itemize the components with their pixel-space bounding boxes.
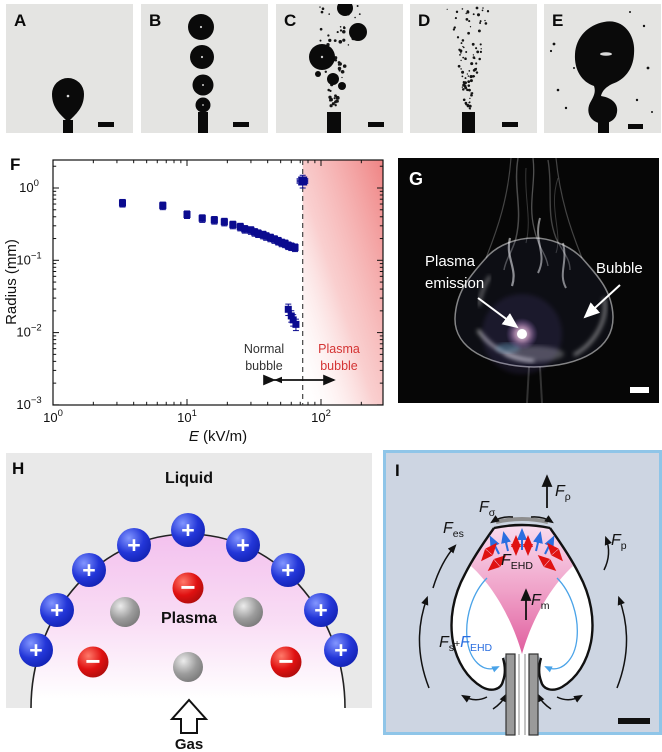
svg-text:101: 101 (177, 408, 197, 425)
y-axis-label: Radius (mm) (3, 239, 20, 325)
nozzle (327, 112, 341, 133)
nozzle (63, 120, 73, 133)
panel-label: E (552, 11, 563, 30)
bubble-on-nozzle (52, 78, 84, 122)
svg-text:+: + (236, 532, 249, 558)
svg-text:+: + (334, 637, 347, 663)
svg-text:100: 100 (19, 178, 39, 195)
panel-c: C (276, 0, 403, 138)
electrons: − − − (77, 572, 302, 678)
plasma-emission-arrow (477, 297, 519, 329)
panel-h-schematic: Liquid Plasma + + + + + + + + + − − − (0, 450, 380, 752)
positive-ions: + + + + + + + + + (19, 513, 358, 667)
panel-label: I (395, 461, 400, 480)
panel-label: D (418, 11, 430, 30)
plasma-bubble-photograph: Plasma emission Bubble G (398, 157, 659, 404)
svg-text:bubble: bubble (245, 359, 283, 373)
panel-d: D (410, 4, 537, 138)
bubble-interface (31, 534, 345, 708)
svg-text:+: + (82, 557, 95, 583)
panel-f-chart: 100 101 102 100 10−1 10−2 10−3 Normal bubble Plas… (0, 150, 392, 455)
panel-i-schematic: Fρ Fσ Fes FEHD Fp Fm Fs+FEHD I (383, 450, 662, 742)
panel-label: C (284, 11, 296, 30)
surface-tension-arrows (490, 515, 554, 524)
svg-text:+: + (281, 557, 294, 583)
svg-text:−: − (85, 646, 100, 676)
plasma-bubble-blob (574, 21, 635, 133)
svg-text:Plasma: Plasma (318, 342, 360, 356)
flattened-top-film (495, 517, 549, 524)
electrostatic-arrows (481, 535, 563, 571)
nozzle (198, 112, 208, 133)
bubble-arrow (583, 284, 621, 319)
svg-text:bubble: bubble (320, 359, 358, 373)
panel-b-photo: B (141, 4, 268, 133)
svg-text:10−2: 10−2 (16, 323, 41, 340)
microbubble-mist (446, 6, 490, 110)
gas-label: Gas (175, 736, 203, 752)
f-p-label: Fp (611, 532, 627, 552)
f-ehd-top-label: FEHD (501, 552, 533, 572)
scale-bar (630, 387, 649, 393)
panel-e: E (544, 4, 661, 138)
force-balance-diagram: Fρ Fσ Fes FEHD Fp Fm Fs+FEHD I (383, 450, 662, 736)
scale-bar (233, 122, 249, 127)
plasma-emission-label-2: emission (425, 275, 484, 292)
scale-bar (618, 718, 650, 724)
svg-text:+: + (50, 597, 63, 623)
panel-label: G (409, 169, 423, 189)
svg-text:102: 102 (311, 408, 331, 425)
panel-g-photo: Plasma emission Bubble G (398, 157, 659, 408)
x-axis-label: E (kV/m) (189, 428, 247, 445)
scale-bar (368, 122, 384, 127)
nozzle (462, 112, 475, 133)
panel-c-photo: C (276, 0, 403, 133)
scale-bar (98, 122, 114, 127)
panel-d-photo: D (410, 4, 537, 133)
svg-text:10−3: 10−3 (16, 395, 41, 412)
panel-label: H (12, 459, 24, 478)
panel-label: A (14, 11, 26, 30)
bubble-outline (450, 523, 594, 691)
panel-a-photo: A (6, 4, 133, 133)
nozzle-stem (526, 366, 543, 404)
svg-text:+: + (181, 517, 194, 543)
scale-bar (502, 122, 518, 127)
f-m-label: Fm (531, 592, 550, 612)
bubbles (309, 0, 367, 90)
plasma-emission-label: Plasma (425, 253, 476, 270)
svg-text:+: + (314, 597, 327, 623)
panel-label: B (149, 11, 161, 30)
stray-microbubbles (549, 11, 653, 113)
gas-flow-arrow (169, 698, 209, 734)
f-s-plus-f-ehd-label: Fs+FEHD (439, 634, 493, 654)
svg-text:−: − (278, 646, 293, 676)
svg-text:Normal: Normal (244, 342, 284, 356)
svg-text:+: + (127, 532, 140, 558)
nozzle-tube (505, 653, 539, 736)
panel-b: B (141, 4, 268, 138)
f-sigma-label: Fσ (479, 499, 496, 519)
outer-flow-arrows (418, 535, 628, 710)
f-rho-label: Fρ (555, 483, 571, 503)
radius-vs-field-chart: 100 101 102 100 10−1 10−2 10−3 Normal bubble Plas… (3, 155, 384, 445)
panel-e-photo: E (544, 4, 661, 133)
liquid-label: Liquid (165, 470, 213, 487)
panel-label: F (10, 155, 20, 174)
plasma-label: Plasma (161, 610, 217, 627)
plasma-dome-diagram: Liquid Plasma + + + + + + + + + − − − (6, 453, 372, 752)
svg-text:10−1: 10−1 (16, 250, 41, 267)
panel-a: A (6, 4, 133, 138)
inner-circulation-arrows (466, 577, 578, 673)
svg-text:100: 100 (43, 408, 63, 425)
bubble-label: Bubble (596, 260, 643, 277)
f-es-label: Fes (443, 520, 464, 540)
svg-text:−: − (180, 572, 195, 602)
neutral-atoms (110, 597, 263, 682)
svg-text:+: + (29, 637, 42, 663)
scale-bar (628, 124, 643, 129)
